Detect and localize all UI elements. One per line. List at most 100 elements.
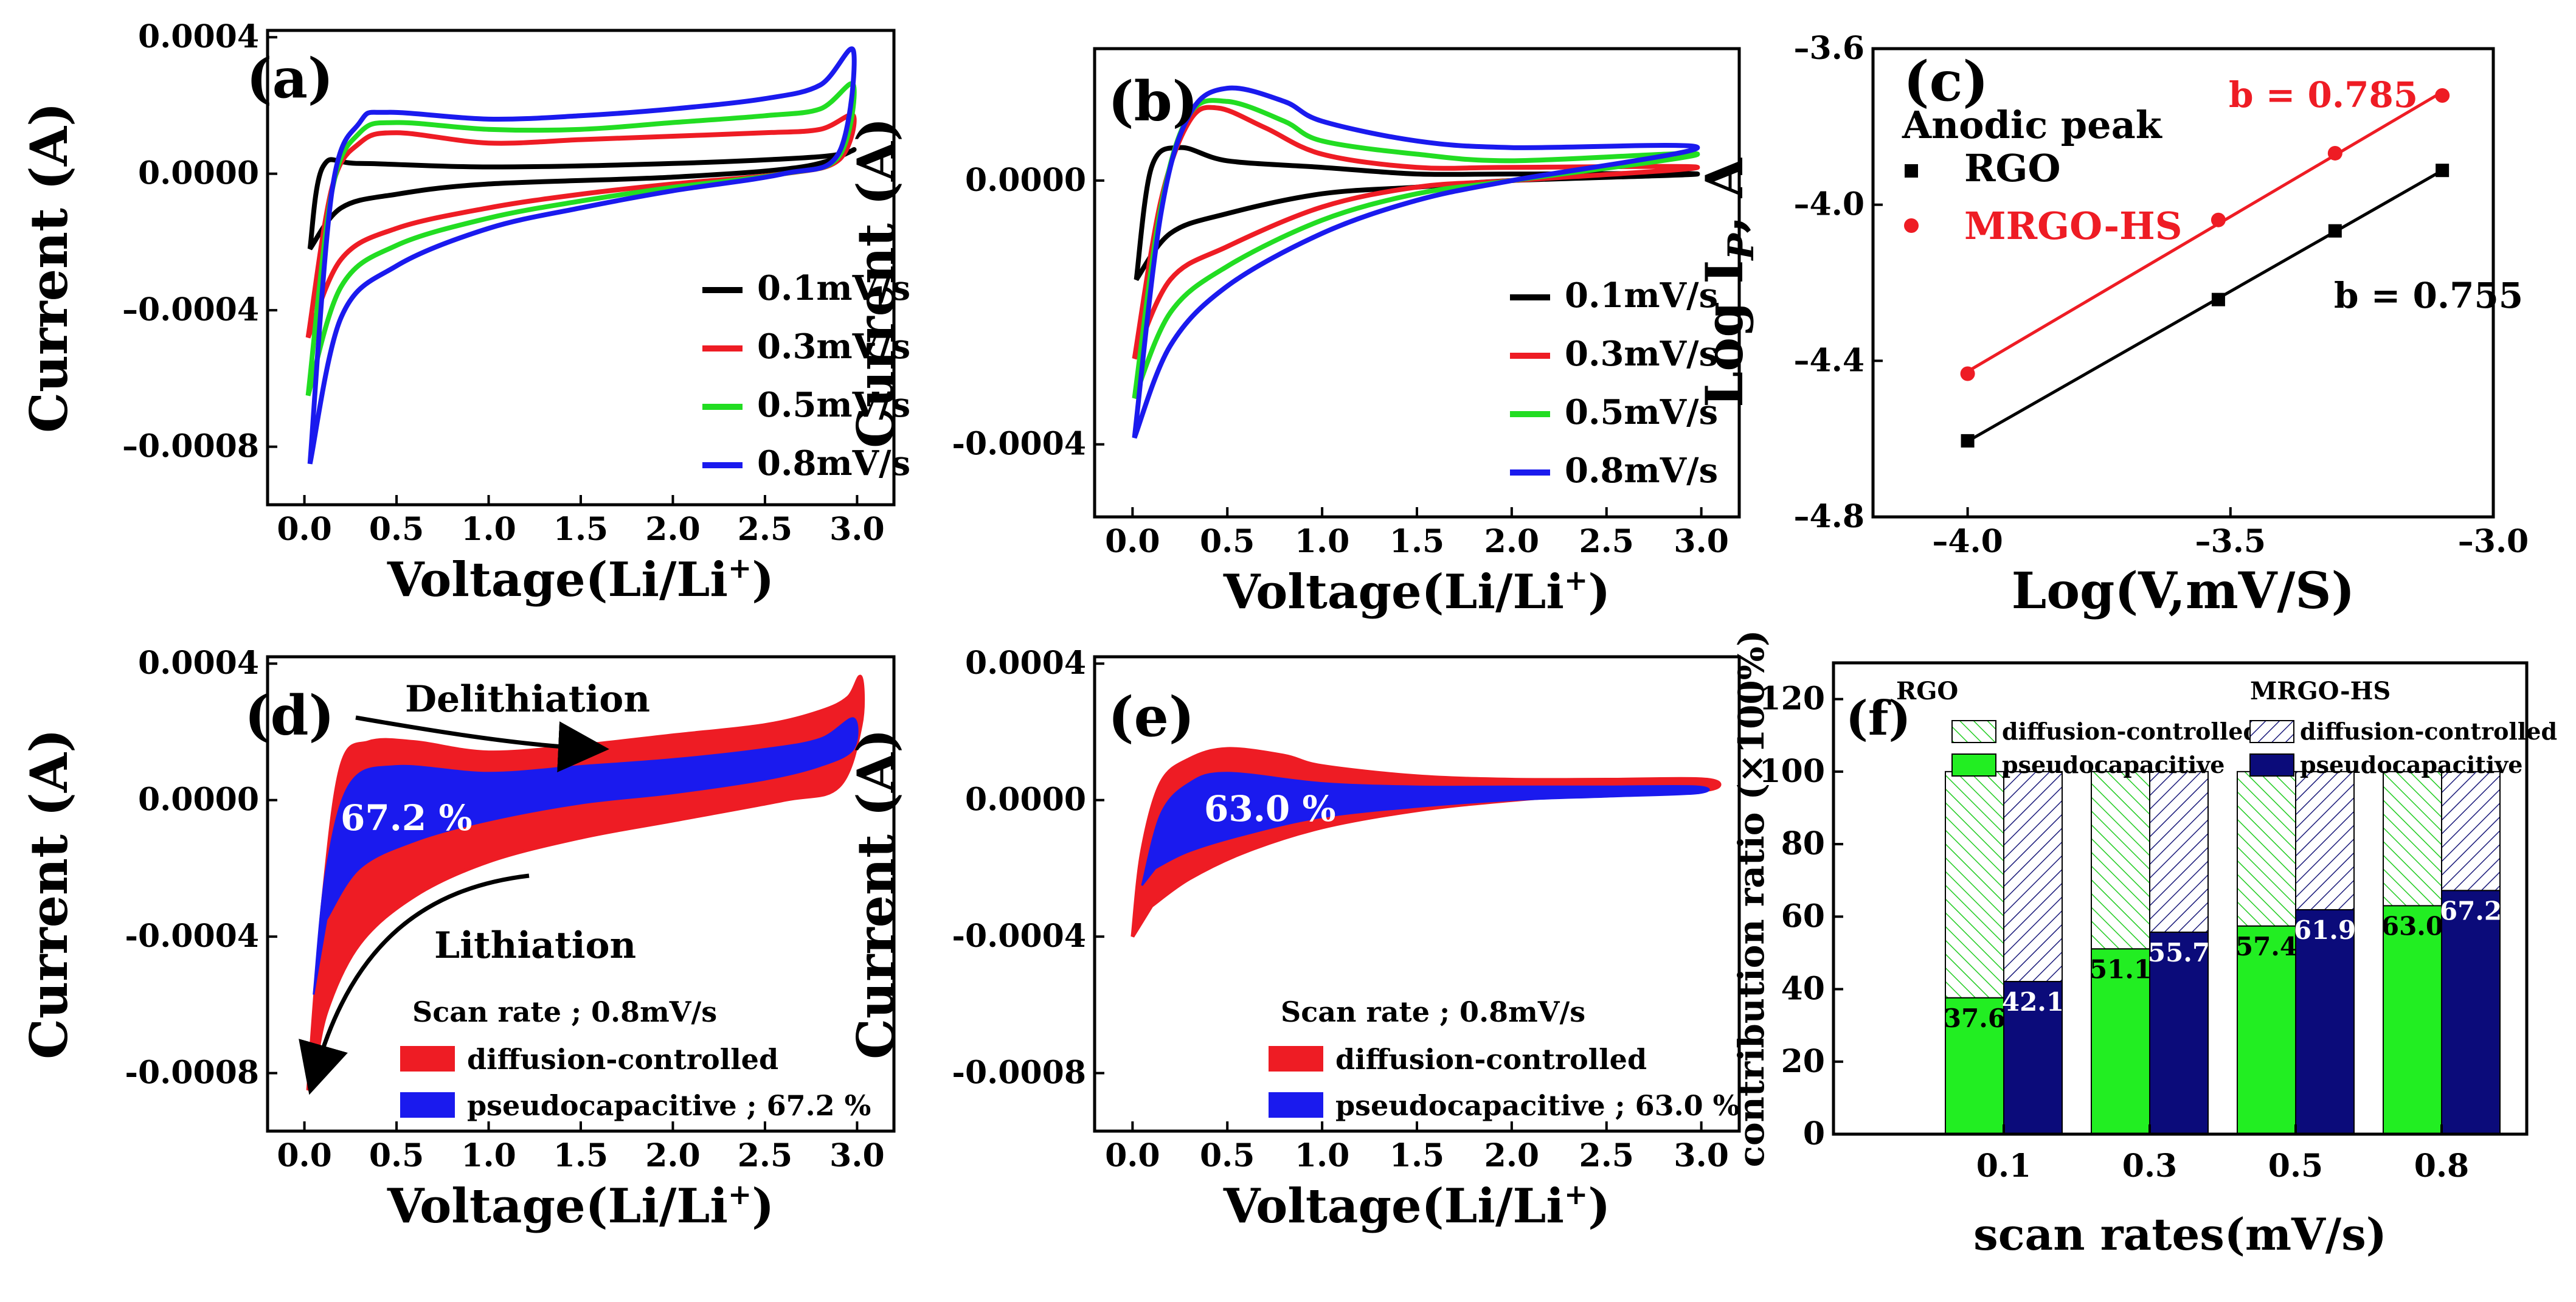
panel-e-xtick-label: 2.5 xyxy=(1579,1137,1634,1174)
panel-f-bar-diffusion xyxy=(2383,770,2442,907)
panel-f-legend-label: pseudocapacitive xyxy=(2300,751,2522,778)
panel-a-curve-0.1mV/s xyxy=(307,147,857,251)
panel-f-ytick-label: 40 xyxy=(1781,971,1825,1008)
panel-f-xtick-label: 0.8 xyxy=(2414,1148,2469,1185)
panel-d-xlabel: Voltage(Li/Li+) xyxy=(387,1178,774,1234)
panel-f-bar-label: 42.1 xyxy=(2002,987,2064,1017)
panel-b-legend-label: 0.8mV/s xyxy=(1565,451,1718,491)
panel-f-xtick-label: 0.5 xyxy=(2268,1148,2323,1185)
panel-a-curve-0.5mV/s xyxy=(305,81,857,396)
panel-f-ytick-label: 20 xyxy=(1781,1043,1825,1080)
panel-a-xtick-label: 3.0 xyxy=(829,511,884,548)
panel-d-legend-swatch xyxy=(400,1046,455,1072)
panel-d-ytick-label: 0.0004 xyxy=(138,645,259,682)
panel-c-fit-MRGO-HS xyxy=(1967,91,2443,373)
panel-e-legend-title: Scan rate ; 0.8mV/s xyxy=(1281,996,1585,1028)
panel-c-xtick-label: –3.5 xyxy=(2195,523,2266,560)
panel-e-letter: (e) xyxy=(1108,685,1194,749)
panel-f-bar-diffusion xyxy=(2237,770,2296,927)
panel-e-legend-swatch xyxy=(1269,1092,1323,1118)
panel-f-bar-diffusion xyxy=(2441,770,2501,892)
panel-d-xtick-label: 2.5 xyxy=(738,1137,792,1174)
panel-f-bar-diffusion xyxy=(2149,770,2209,933)
panel-d-legend-title: Scan rate ; 0.8mV/s xyxy=(412,996,717,1028)
panel-f-ytick-label: 120 xyxy=(1759,680,1825,718)
panel-f-legend-swatch xyxy=(1951,753,1996,777)
panel-d-legend-swatch xyxy=(400,1092,455,1118)
panel-c-point-MRGO-HS xyxy=(2211,212,2226,227)
panel-f-bar-diffusion xyxy=(2091,770,2150,950)
panel-b: 0.0 0.5 1.0 1.5 2.0 2.5 3.0 0.0000 -0.0004 Voltag… xyxy=(846,47,1741,620)
panel-c-ytick-label: –4.8 xyxy=(1794,498,1864,535)
panel-a-ytick-label: –0.0004 xyxy=(122,291,259,328)
panel-e-ylabel: Current (A) xyxy=(846,729,906,1059)
panel-b-legend-label: 0.1mV/s xyxy=(1565,275,1718,316)
panel-a-xtick-label: 0.5 xyxy=(369,511,424,548)
panel-d-inner-label: 67.2 % xyxy=(341,797,473,839)
panel-f-bar-pseudo xyxy=(2441,890,2501,1135)
panel-a-legend-label: 0.3mV/s xyxy=(757,327,910,367)
panel-c-ytick-label: –4.4 xyxy=(1794,342,1864,379)
panel-d-ytick-label: 0.0000 xyxy=(138,781,259,819)
panel-f-legend-swatch xyxy=(1951,720,1996,743)
panel-b-ytick-label: 0.0000 xyxy=(965,162,1086,199)
panel-d-xtick-label: 1.5 xyxy=(553,1137,608,1174)
panel-c-title: Anodic peak xyxy=(1902,103,2163,147)
panel-a-ytick-label: –0.0008 xyxy=(122,428,259,465)
panel-b-xtick-label: 0.0 xyxy=(1105,523,1160,560)
panel-c-fit-RGO xyxy=(1967,169,2443,443)
panel-a-curve-0.3mV/s xyxy=(305,112,857,339)
panel-c-xtick-label: –4.0 xyxy=(1932,523,2003,560)
panel-e-ytick-label: -0.0008 xyxy=(952,1054,1086,1092)
panel-b-xlabel: Voltage(Li/Li+) xyxy=(1223,564,1610,620)
panel-f-legend-label: diffusion-controlled xyxy=(2300,718,2557,745)
panel-f-bar-diffusion xyxy=(2295,770,2355,910)
panel-f-legend-swatch xyxy=(2249,753,2294,777)
panel-c-legend-label: RGO xyxy=(1964,146,2060,190)
panel-e-legend-label: pseudocapacitive ; 63.0 % xyxy=(1335,1089,1739,1122)
panel-d-xtick-label: 3.0 xyxy=(829,1137,884,1174)
panel-a-xlabel: Voltage(Li/Li+) xyxy=(387,552,774,608)
panel-b-letter: (b) xyxy=(1108,69,1198,134)
panel-a-legend-label: 0.1mV/s xyxy=(757,268,910,308)
panel-d-legend-label: pseudocapacitive ; 67.2 % xyxy=(467,1089,871,1122)
panel-e-xtick-label: 2.0 xyxy=(1484,1137,1539,1174)
panel-d-pseudo-area xyxy=(313,717,859,995)
panel-e-ytick-label: 0.0004 xyxy=(965,645,1086,682)
panel-c-frame xyxy=(1871,47,2495,519)
panel-a-legend-label: 0.5mV/s xyxy=(757,385,910,425)
panel-e-ytick-label: 0.0000 xyxy=(965,781,1086,819)
panel-c-ytick-label: –3.6 xyxy=(1794,30,1864,67)
panel-d-arrows xyxy=(299,715,609,1095)
panel-f-bar-label: 51.1 xyxy=(2090,954,2152,984)
panel-e-xlabel: Voltage(Li/Li+) xyxy=(1223,1178,1610,1234)
panel-c-point-RGO xyxy=(2436,164,2450,178)
panel-c-xlabel: Log(V,mV/S) xyxy=(2012,562,2355,620)
panel-f-legend-group-title: RGO xyxy=(1896,677,1958,705)
panel-c-point-MRGO-HS xyxy=(1960,366,1975,381)
panel-e-legend-swatch xyxy=(1269,1046,1323,1072)
panel-e-ytick-label: -0.0004 xyxy=(952,918,1086,955)
panel-e-xtick-label: 1.0 xyxy=(1295,1137,1349,1174)
panel-c-point-RGO xyxy=(2211,293,2225,306)
panel-c-point-RGO xyxy=(2328,224,2342,238)
panel-a-xtick-label: 0.0 xyxy=(277,511,331,548)
panel-c-ytick-label: –4.0 xyxy=(1794,186,1864,223)
panel-b-xtick-label: 2.5 xyxy=(1579,523,1634,560)
panel-f-ytick-label: 0 xyxy=(1803,1115,1825,1152)
panel-f-bar-label: 67.2 xyxy=(2440,896,2502,926)
panel-b-ylabel: Current (A) xyxy=(846,117,906,448)
panel-a-curve-0.8mV/s xyxy=(307,46,857,465)
panel-e-pseudo-area xyxy=(1141,772,1710,886)
panel-f-ytick-label: 80 xyxy=(1781,825,1825,862)
panel-c-point-MRGO-HS xyxy=(2327,145,2342,161)
panel-e-xtick-label: 0.5 xyxy=(1200,1137,1255,1174)
panel-d: 0.0 0.5 1.0 1.5 2.0 2.5 3.0 0.0004 0.0000 -0.0004… xyxy=(19,645,896,1234)
panel-d-arrow-label-lithiation: Lithiation xyxy=(434,924,636,967)
panel-e-xtick-label: 3.0 xyxy=(1674,1137,1728,1174)
panel-b-xtick-label: 2.0 xyxy=(1484,523,1539,560)
panel-f-legend-label: pseudocapacitive xyxy=(2002,751,2225,778)
panel-f-xlabel: scan rates(mV/s) xyxy=(1973,1208,2387,1260)
panel-d-ylabel: Current (A) xyxy=(19,729,79,1059)
panel-a-ytick-label: 0.0004 xyxy=(138,18,259,55)
